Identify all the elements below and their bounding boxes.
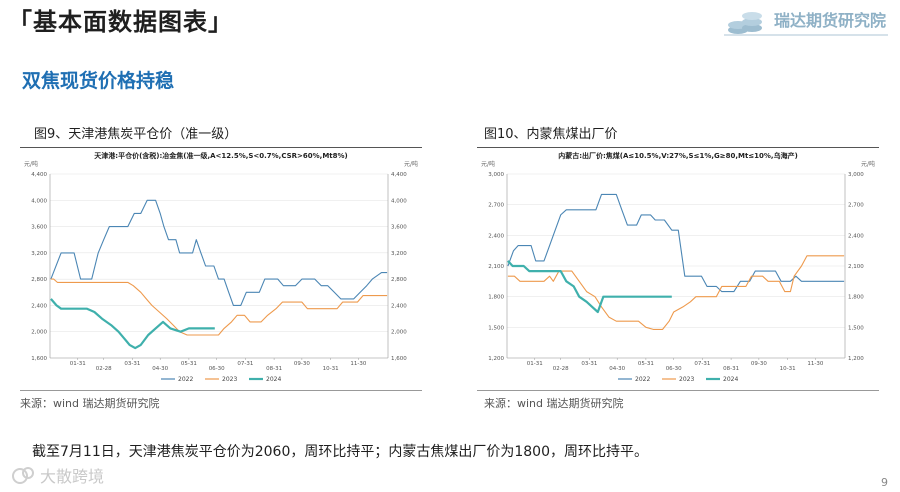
figure-10-caption: 图10、内蒙焦煤出厂价 [484, 127, 618, 142]
y-tick-label-left: 1,600 [31, 356, 47, 362]
y-axis-unit-left: 元/吨 [24, 161, 39, 168]
legend-label-2023: 2023 [679, 376, 694, 383]
y-tick-label-right: 2,700 [848, 203, 864, 209]
x-tick-label: 04-30 [152, 366, 168, 372]
y-tick-label-right: 3,000 [848, 172, 864, 178]
series-line-2023 [507, 255, 845, 330]
chart-coke-price: 天津港:平仓价(含税):冶金焦(准一级,A<12.5%,S<0.7%,CSR>6… [20, 147, 422, 388]
y-axis-unit-left: 元/吨 [481, 161, 496, 168]
x-tick-label: 06-30 [666, 366, 682, 372]
y-tick-label-left: 2,700 [488, 203, 504, 209]
summary-text: 截至7月11日，天津港焦炭平仓价为2060，周环比持平；内蒙古焦煤出厂价为180… [32, 444, 648, 460]
y-tick-label-left: 2,000 [31, 330, 47, 336]
watermark: 大散跨境 [10, 463, 104, 487]
figure-9-source: 来源：wind 瑞达期货研究院 [20, 397, 160, 410]
x-tick-label: 03-31 [124, 361, 140, 367]
y-tick-label-right: 2,100 [848, 264, 864, 270]
chart-coking-coal-price: 内蒙古:出厂价:焦煤(A≤10.5%,V:27%,S≤1%,G≥80,Mt≤10… [477, 147, 879, 388]
y-tick-label-right: 2,000 [391, 330, 407, 336]
y-tick-label-left: 3,000 [488, 172, 504, 178]
y-tick-label-right: 3,600 [391, 225, 407, 231]
y-tick-label-left: 3,600 [31, 225, 47, 231]
section-title: 双焦现货价格持稳 [22, 70, 175, 92]
y-tick-label-right: 4,400 [391, 172, 407, 178]
x-tick-label: 01-31 [70, 361, 86, 367]
x-tick-label: 08-31 [723, 366, 739, 372]
x-tick-label: 10-31 [323, 366, 339, 372]
x-tick-label: 07-31 [694, 361, 710, 367]
x-tick-label: 07-31 [237, 361, 253, 367]
page-title: 「基本面数据图表」 [8, 8, 233, 36]
legend-label-2024: 2024 [266, 376, 281, 383]
y-tick-label-left: 2,400 [488, 233, 504, 239]
y-tick-label-right: 2,400 [391, 303, 407, 309]
y-axis-unit-right: 元/吨 [403, 161, 418, 168]
x-tick-label: 08-31 [266, 366, 282, 372]
y-tick-label-left: 1,200 [488, 356, 504, 362]
y-tick-label-right: 1,500 [848, 325, 864, 331]
legend-label-2022: 2022 [178, 376, 193, 383]
page-number: 9 [881, 476, 888, 489]
x-tick-label: 02-28 [96, 366, 112, 372]
x-tick-label: 02-28 [553, 366, 569, 372]
brand-logo: 瑞达期货研究院 [726, 2, 886, 36]
x-tick-label: 05-31 [638, 361, 654, 367]
y-tick-label-right: 1,600 [391, 356, 407, 362]
figure-10-rule [477, 390, 879, 391]
y-tick-label-left: 3,200 [31, 251, 47, 257]
x-tick-label: 06-30 [209, 366, 225, 372]
series-line-2024 [507, 260, 672, 314]
y-tick-label-right: 1,200 [848, 356, 864, 362]
chart-title: 内蒙古:出厂价:焦煤(A≤10.5%,V:27%,S≤1%,G≥80,Mt≤10… [558, 152, 798, 160]
chart-title: 天津港:平仓价(含税):冶金焦(准一级,A<12.5%,S<0.7%,CSR>6… [94, 152, 348, 160]
legend-label-2023: 2023 [222, 376, 237, 383]
figure-9-caption: 图9、天津港焦炭平仓价（准一级） [34, 127, 238, 142]
figure-9-rule [20, 390, 422, 391]
watermark-logo-icon [12, 467, 34, 484]
series-line-2023 [50, 278, 388, 336]
coins-icon [727, 12, 762, 34]
y-tick-label-left: 4,400 [31, 172, 47, 178]
x-tick-label: 09-30 [294, 361, 310, 367]
y-tick-label-right: 1,800 [848, 295, 864, 301]
figure-10-source: 来源：wind 瑞达期货研究院 [484, 397, 624, 410]
y-tick-label-left: 1,800 [488, 295, 504, 301]
chart-svg: 1,600 1,600 2,000 2,000 2,400 2,400 2,800 2,800… [31, 172, 407, 383]
x-tick-label: 11-30 [807, 361, 823, 367]
y-tick-label-left: 1,500 [488, 325, 504, 331]
x-tick-label: 10-31 [780, 366, 796, 372]
y-tick-label-left: 2,100 [488, 264, 504, 270]
legend-label-2022: 2022 [635, 376, 650, 383]
x-tick-label: 11-30 [350, 361, 366, 367]
brand-name: 瑞达期货研究院 [773, 11, 886, 30]
x-tick-label: 05-31 [181, 361, 197, 367]
y-axis-unit-right: 元/吨 [860, 161, 875, 168]
chart-svg: 1,200 1,200 1,500 1,500 1,800 1,800 2,100 2,100… [488, 172, 864, 383]
series-line-2024 [50, 298, 215, 350]
x-tick-label: 03-31 [581, 361, 597, 367]
series-line-2022 [50, 199, 388, 306]
series-line-2022 [507, 193, 845, 293]
header-rule [724, 34, 888, 36]
watermark-text: 大散跨境 [40, 467, 105, 486]
y-tick-label-left: 2,800 [31, 277, 47, 283]
x-tick-label: 04-30 [609, 366, 625, 372]
y-tick-label-right: 3,200 [391, 251, 407, 257]
x-tick-label: 01-31 [527, 361, 543, 367]
y-tick-label-left: 2,400 [31, 303, 47, 309]
y-tick-label-right: 2,400 [848, 233, 864, 239]
y-tick-label-left: 4,000 [31, 198, 47, 204]
legend-label-2024: 2024 [723, 376, 738, 383]
y-tick-label-right: 4,000 [391, 198, 407, 204]
x-tick-label: 09-30 [751, 361, 767, 367]
y-tick-label-right: 2,800 [391, 277, 407, 283]
